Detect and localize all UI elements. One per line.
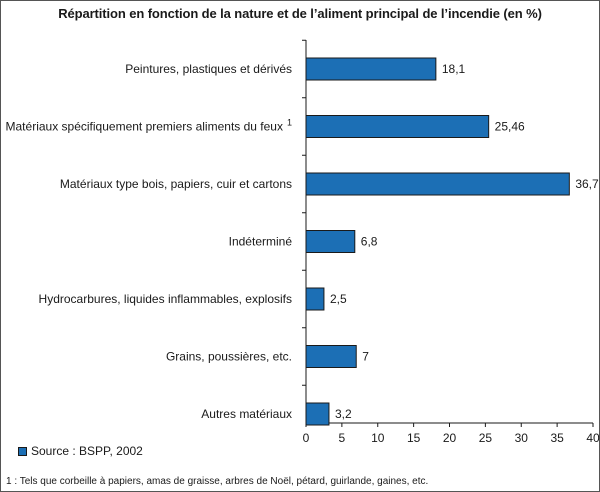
x-tick-label: 25 <box>479 431 493 445</box>
source-legend: Source : BSPP, 2002 <box>18 444 143 458</box>
bar <box>305 57 437 81</box>
bar <box>305 115 490 138</box>
category-label: Matériaux type bois, papiers, cuir et ca… <box>60 177 292 191</box>
category-label: Grains, poussières, etc. <box>166 350 292 364</box>
source-legend-swatch <box>18 446 27 456</box>
bar <box>305 172 570 196</box>
x-tick-label: 5 <box>339 431 346 445</box>
x-tick-label: 20 <box>443 431 457 445</box>
bar <box>305 230 356 253</box>
category-label: Matériaux spécifiquement premiers alimen… <box>6 118 292 134</box>
category-label: Hydrocarbures, liquides inflammables, ex… <box>39 292 292 306</box>
bar-value-label: 3,2 <box>335 407 352 421</box>
category-label: Indéterminé <box>229 235 293 249</box>
x-tick-label: 40 <box>586 431 600 445</box>
category-label: Peintures, plastiques et dérivés <box>125 62 292 76</box>
bar-value-label: 2,5 <box>330 292 347 306</box>
chart-title: Répartition en fonction de la nature et … <box>58 6 542 21</box>
category-label: Autres matériaux <box>201 407 292 421</box>
category-label-superscript: 1 <box>287 118 292 128</box>
bar <box>305 345 357 368</box>
bar-value-label: 18,1 <box>442 62 466 76</box>
x-tick-label: 10 <box>371 431 385 445</box>
source-legend-label: Source : BSPP, 2002 <box>31 444 143 458</box>
bar <box>305 402 330 426</box>
x-tick-label: 35 <box>550 431 564 445</box>
bar-value-label: 6,8 <box>361 235 378 249</box>
bar <box>305 287 325 311</box>
footnote: 1 : Tels que corbeille à papiers, amas d… <box>6 476 429 487</box>
bar-value-label: 36,7 <box>575 177 599 191</box>
bar-value-label: 25,46 <box>495 120 525 134</box>
bar-value-label: 7 <box>362 350 369 364</box>
x-tick-label: 15 <box>407 431 421 445</box>
x-tick-label: 30 <box>515 431 529 445</box>
x-tick-label: 0 <box>303 431 310 445</box>
